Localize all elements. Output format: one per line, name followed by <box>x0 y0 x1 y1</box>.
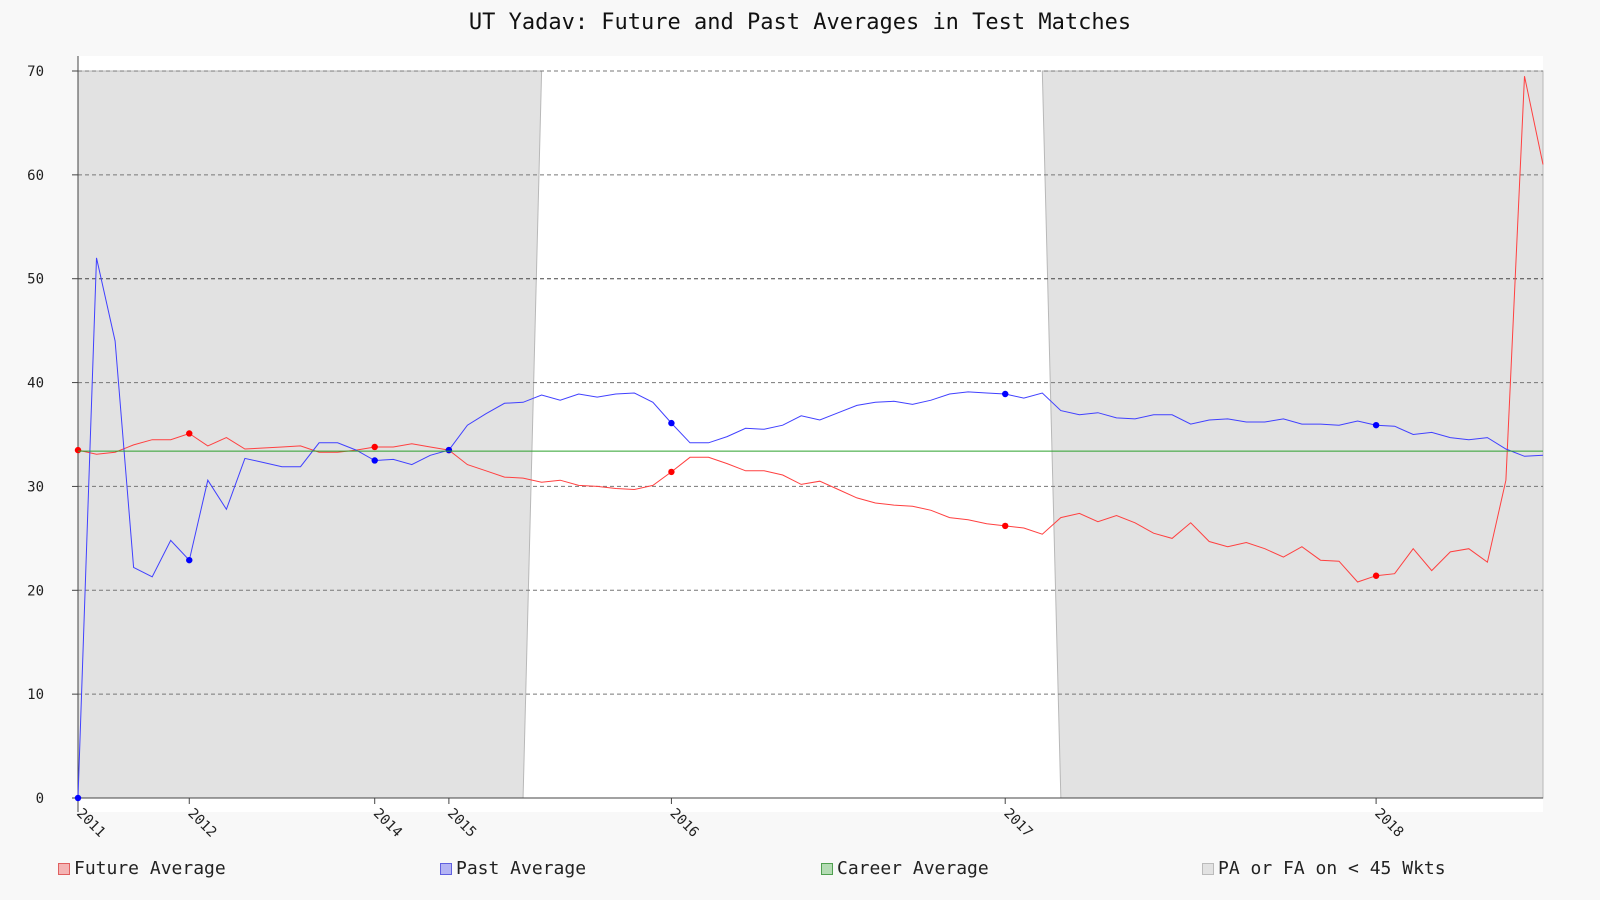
legend-label-past: Past Average <box>456 858 587 879</box>
legend-label-career: Career Average <box>837 858 989 879</box>
legend: Future Average Past Average Career Avera… <box>0 858 1600 888</box>
series-0-marker-32 <box>668 468 675 476</box>
series-0-marker-50 <box>1002 522 1009 530</box>
y-tick-label-60: 60 <box>27 168 44 184</box>
series-1-marker-50 <box>1002 390 1009 398</box>
series-0-marker-6 <box>186 430 193 437</box>
legend-item-future: Future Average <box>58 858 226 879</box>
series-0-marker-0 <box>74 446 82 454</box>
legend-swatch-career <box>821 862 833 875</box>
legend-item-shaded: PA or FA on < 45 Wkts <box>1202 858 1446 879</box>
legend-swatch-future <box>58 862 70 875</box>
legend-swatch-shaded <box>1202 862 1214 875</box>
legend-item-career: Career Average <box>821 858 989 879</box>
y-tick-label-30: 30 <box>27 479 44 495</box>
legend-label-future: Future Average <box>74 858 226 879</box>
series-line-0 <box>77 76 1544 583</box>
legend-label-shaded: PA or FA on < 45 Wkts <box>1218 858 1446 879</box>
series-1-marker-0 <box>74 794 82 802</box>
shaded-region-1 <box>1041 70 1544 799</box>
y-tick-label-10: 10 <box>27 687 44 703</box>
series-1-marker-70 <box>1372 421 1380 429</box>
series-1-marker-6 <box>186 556 193 564</box>
y-tick-label-40: 40 <box>27 376 44 392</box>
chart-title: UT Yadav: Future and Past Averages in Te… <box>468 10 1132 35</box>
series-line-1 <box>77 257 1544 799</box>
legend-swatch-past <box>440 862 452 875</box>
series-1-marker-20 <box>445 446 453 454</box>
y-tick-label-70: 70 <box>27 64 44 80</box>
series-0-marker-70 <box>1372 572 1380 579</box>
series-1-marker-16 <box>371 457 378 464</box>
y-tick-label-20: 20 <box>27 583 44 599</box>
y-tick-label-0: 0 <box>36 791 44 807</box>
series-0-marker-16 <box>371 443 378 451</box>
series-1-marker-32 <box>668 419 675 427</box>
legend-item-past: Past Average <box>440 858 586 879</box>
shaded-region-0 <box>77 70 543 799</box>
y-tick-label-50: 50 <box>27 272 44 288</box>
